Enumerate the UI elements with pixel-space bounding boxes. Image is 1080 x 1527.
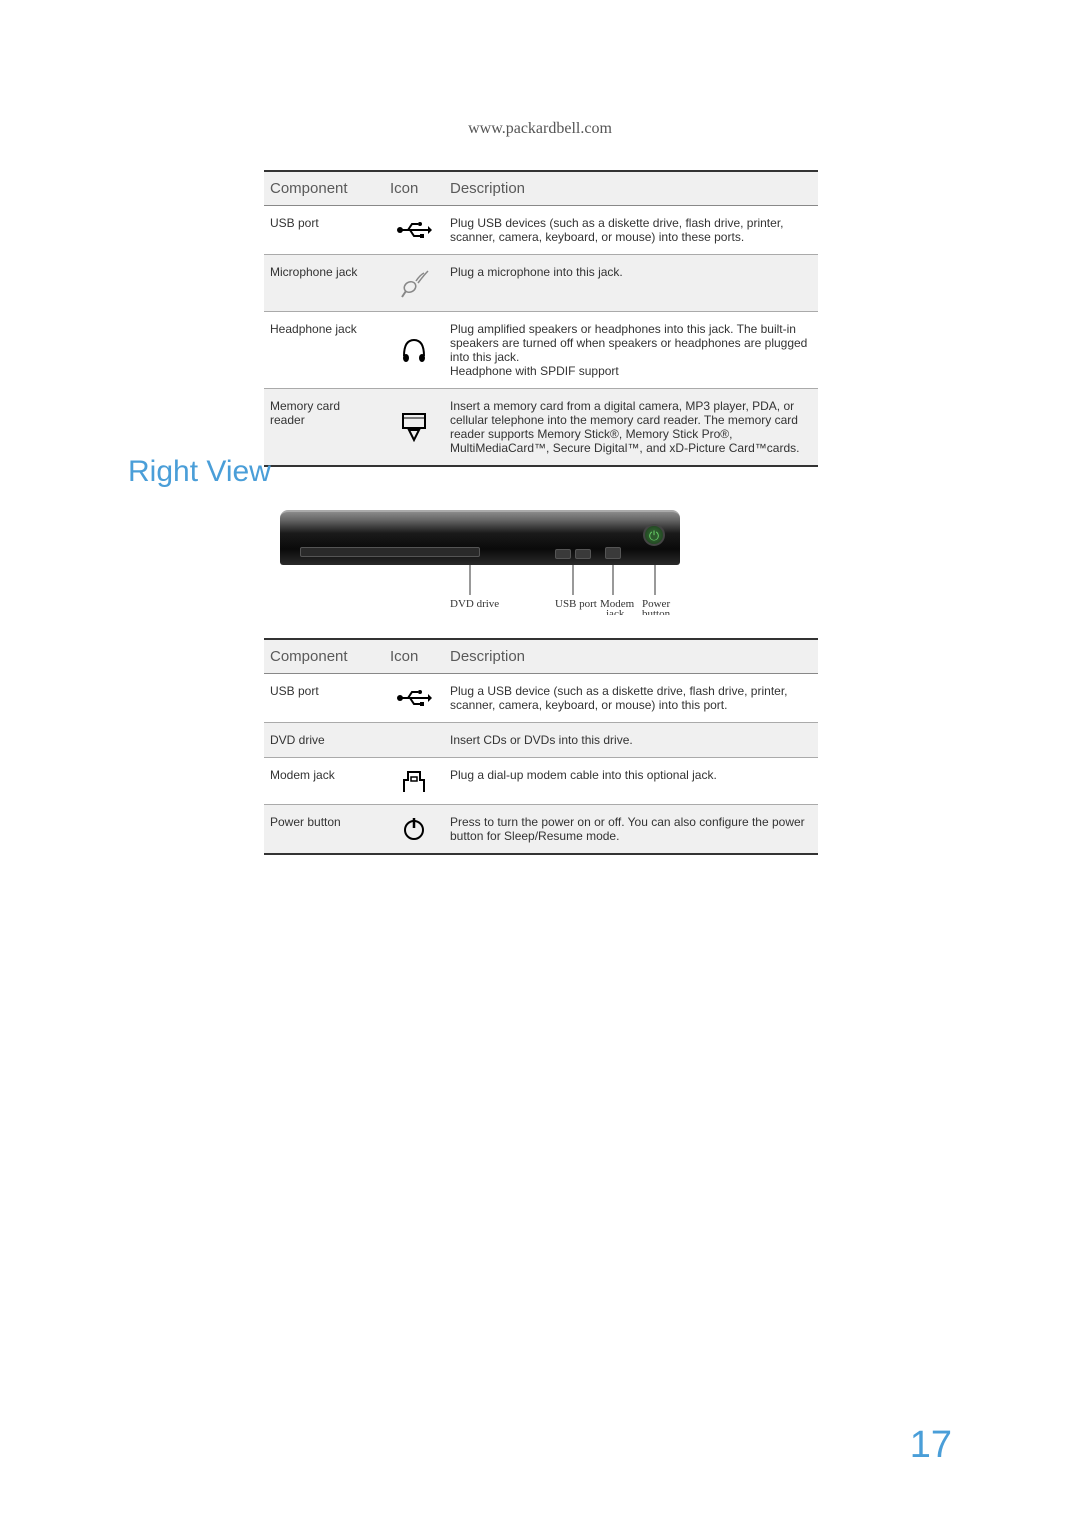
cell-component: Headphone jack: [264, 312, 384, 389]
dvd-slot: [300, 547, 480, 557]
callout-dvd: DVD drive: [450, 598, 499, 610]
cell-description: Plug amplified speakers or headphones in…: [444, 312, 818, 389]
callout-modem2: jack: [605, 608, 625, 615]
cell-component: Power button: [264, 805, 384, 855]
table-row: Microphone jack Plug a microphone into t…: [264, 255, 818, 312]
cell-description: Plug USB devices (such as a diskette dri…: [444, 206, 818, 255]
cell-component: USB port: [264, 674, 384, 723]
table-row: USB port Plug USB devices (such as a dis…: [264, 206, 818, 255]
th-icon: Icon: [384, 171, 444, 206]
cell-component: Modem jack: [264, 758, 384, 805]
left-view-table: Component Icon Description USB port: [264, 170, 818, 467]
table-row: DVD drive Insert CDs or DVDs into this d…: [264, 723, 818, 758]
modem-icon: [384, 758, 444, 805]
callout-lines: DVD drive USB port Modem jack Power butt…: [280, 565, 680, 615]
microphone-icon: [384, 255, 444, 312]
th-description: Description: [444, 639, 818, 674]
cell-description: Insert CDs or DVDs into this drive.: [444, 723, 818, 758]
section-title-right-view: Right View: [128, 455, 271, 489]
left-view-table-container: Component Icon Description USB port: [264, 170, 818, 467]
cell-component: Microphone jack: [264, 255, 384, 312]
right-view-illustration: ⏻ DVD drive USB port Modem jack Power bu…: [280, 510, 680, 620]
cell-description: Plug a microphone into this jack.: [444, 255, 818, 312]
cell-description: Press to turn the power on or off. You c…: [444, 805, 818, 855]
table-row: USB port Plug a USB device (such as a di…: [264, 674, 818, 723]
usb-slot: [575, 549, 591, 559]
cell-component: Memory card reader: [264, 389, 384, 467]
cell-description: Plug a dial-up modem cable into this opt…: [444, 758, 818, 805]
th-description: Description: [444, 171, 818, 206]
callout-usb: USB port: [555, 598, 597, 610]
memory-card-icon: [384, 389, 444, 467]
page-number: 17: [910, 1424, 952, 1467]
usb-icon: [384, 206, 444, 255]
table-row: Headphone jack Plug amplified speakers o…: [264, 312, 818, 389]
headphone-icon: [384, 312, 444, 389]
cell-description: Insert a memory card from a digital came…: [444, 389, 818, 467]
modem-slot: [605, 547, 621, 559]
cell-component: USB port: [264, 206, 384, 255]
usb-slot: [555, 549, 571, 559]
cell-component: DVD drive: [264, 723, 384, 758]
table-row: Modem jack Plug a dial-up modem cable in…: [264, 758, 818, 805]
table-row: Memory card reader Insert a memory card …: [264, 389, 818, 467]
right-view-table-container: Component Icon Description USB port: [264, 638, 818, 855]
header-url: www.packardbell.com: [0, 120, 1080, 138]
th-component: Component: [264, 171, 384, 206]
power-button-graphic: ⏻: [643, 524, 665, 546]
laptop-side-view: ⏻: [280, 510, 680, 565]
th-component: Component: [264, 639, 384, 674]
th-icon: Icon: [384, 639, 444, 674]
right-view-table: Component Icon Description USB port: [264, 638, 818, 855]
usb-icon: [384, 674, 444, 723]
callout-power2: button: [642, 608, 671, 615]
blank-icon: [384, 723, 444, 758]
table-row: Power button Press to turn the power on …: [264, 805, 818, 855]
cell-description: Plug a USB device (such as a diskette dr…: [444, 674, 818, 723]
power-icon: [384, 805, 444, 855]
